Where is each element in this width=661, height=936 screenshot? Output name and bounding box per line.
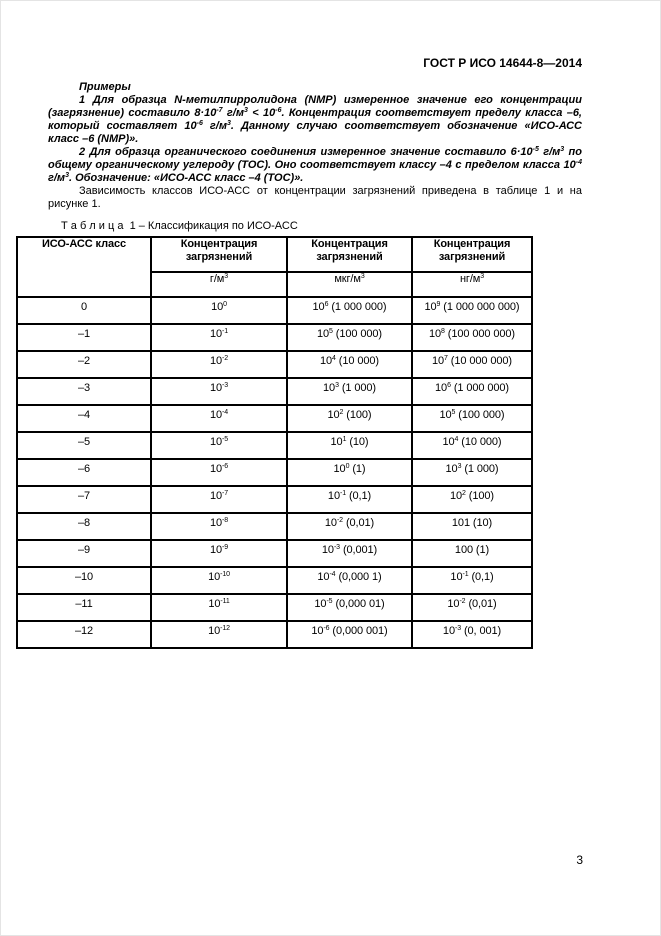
class-cell: –6 xyxy=(16,458,152,487)
table-row: –5 10-5 101 (10) 104 (10 000) xyxy=(16,431,533,460)
value-cell: 10-5 xyxy=(150,431,288,460)
value-cell: 106 (1 000 000) xyxy=(286,296,413,325)
unit-cell: мкг/м3 xyxy=(286,271,413,298)
dependency-note: Зависимость классов ИСО-АСС от концентра… xyxy=(48,185,582,210)
examples-heading: Примеры xyxy=(79,81,131,93)
table-row: –6 10-6 100 (1) 103 (1 000) xyxy=(16,458,533,487)
classification-table: ИСО-АСС класс Концентрация загрязнений Кон… xyxy=(16,236,533,649)
value-cell: 102 (100) xyxy=(286,404,413,433)
value-cell: 10-1 xyxy=(150,323,288,352)
value-cell: 105 (100 000) xyxy=(411,404,533,433)
table-header-row: ИСО-АСС класс Концентрация загрязнений Кон… xyxy=(16,236,533,298)
value-cell: 108 (100 000 000) xyxy=(411,323,533,352)
value-cell: 103 (1 000) xyxy=(411,458,533,487)
value-cell: 102 (100) xyxy=(411,485,533,514)
value-cell: 10-1 (0,1) xyxy=(411,566,533,595)
value-cell: 101 (10) xyxy=(286,431,413,460)
value-cell: 10-2 (0,01) xyxy=(286,512,413,541)
class-cell: –7 xyxy=(16,485,152,514)
value-cell: 10-9 xyxy=(150,539,288,568)
class-cell: 0 xyxy=(16,296,152,325)
class-cell: –2 xyxy=(16,350,152,379)
class-cell: –10 xyxy=(16,566,152,595)
class-cell: –9 xyxy=(16,539,152,568)
value-cell: 10-3 (0, 001) xyxy=(411,620,533,649)
class-cell: –1 xyxy=(16,323,152,352)
class-column-header: ИСО-АСС класс xyxy=(16,236,152,298)
value-cell: 101 (10) xyxy=(411,512,533,541)
class-cell: –12 xyxy=(16,620,152,649)
value-cell: 10-10 xyxy=(150,566,288,595)
table-caption: Т а б л и ц а 1 – Классификация по ИСО-А… xyxy=(61,220,298,232)
table-row: –1 10-1 105 (100 000) 108 (100 000 000) xyxy=(16,323,533,352)
value-cell: 10-2 xyxy=(150,350,288,379)
class-cell: –4 xyxy=(16,404,152,433)
value-cell: 10-7 xyxy=(150,485,288,514)
body-text: Примеры 1 Для образца N-метилпирролидона… xyxy=(48,81,582,211)
value-cell: 104 (10 000) xyxy=(286,350,413,379)
value-cell: 10-5 (0,000 01) xyxy=(286,593,413,622)
table-row: –12 10-12 10-6 (0,000 001) 10-3 (0, 001) xyxy=(16,620,533,649)
value-cell: 109 (1 000 000 000) xyxy=(411,296,533,325)
value-cell: 10-2 (0,01) xyxy=(411,593,533,622)
value-cell: 10-8 xyxy=(150,512,288,541)
value-cell: 10-6 (0,000 001) xyxy=(286,620,413,649)
example-1-paragraph: 1 Для образца N-метилпирролидона (NMP) и… xyxy=(48,94,582,145)
value-cell: 10-3 xyxy=(150,377,288,406)
unit-cell: г/м3 xyxy=(150,271,288,298)
value-cell: 104 (10 000) xyxy=(411,431,533,460)
table-row: –8 10-8 10-2 (0,01) 101 (10) xyxy=(16,512,533,541)
table-row: –4 10-4 102 (100) 105 (100 000) xyxy=(16,404,533,433)
value-cell: 10-4 (0,000 1) xyxy=(286,566,413,595)
value-cell: 10-3 (0,001) xyxy=(286,539,413,568)
value-cell: 100 xyxy=(150,296,288,325)
table-units-row: г/м3 мкг/м3 нг/м3 xyxy=(17,271,533,298)
value-cell: 103 (1 000) xyxy=(286,377,413,406)
class-cell: –5 xyxy=(16,431,152,460)
value-cell: 10-4 xyxy=(150,404,288,433)
value-cell: 100 (1) xyxy=(411,539,533,568)
value-cell: 10-12 xyxy=(150,620,288,649)
document-header: ГОСТ Р ИСО 14644-8—2014 xyxy=(423,56,582,70)
example-2-paragraph: 2 Для образца органического соединения и… xyxy=(48,146,582,184)
table-row: –7 10-7 10-1 (0,1) 102 (100) xyxy=(16,485,533,514)
table-row: –3 10-3 103 (1 000) 106 (1 000 000) xyxy=(16,377,533,406)
class-cell: –11 xyxy=(16,593,152,622)
concentration-header-cell: Концентрация загрязнений xyxy=(150,236,288,273)
table-row: –10 10-10 10-4 (0,000 1) 10-1 (0,1) xyxy=(16,566,533,595)
table-row: –9 10-9 10-3 (0,001) 100 (1) xyxy=(16,539,533,568)
table-row: –11 10-11 10-5 (0,000 01) 10-2 (0,01) xyxy=(16,593,533,622)
unit-cell: нг/м3 xyxy=(411,271,533,298)
value-cell: 106 (1 000 000) xyxy=(411,377,533,406)
page-number: 3 xyxy=(576,853,583,867)
table-row: –2 10-2 104 (10 000) 107 (10 000 000) xyxy=(16,350,533,379)
value-cell: 105 (100 000) xyxy=(286,323,413,352)
value-cell: 10-1 (0,1) xyxy=(286,485,413,514)
class-cell: –8 xyxy=(16,512,152,541)
class-cell: –3 xyxy=(16,377,152,406)
value-cell: 10-6 xyxy=(150,458,288,487)
table-row: 0 100 106 (1 000 000) 109 (1 000 000 000) xyxy=(16,296,533,325)
value-cell: 100 (1) xyxy=(286,458,413,487)
concentration-header-cell: Концентрация загрязнений xyxy=(286,236,413,273)
value-cell: 107 (10 000 000) xyxy=(411,350,533,379)
value-cell: 10-11 xyxy=(150,593,288,622)
concentration-header-cell: Концентрация загрязнений xyxy=(411,236,533,273)
